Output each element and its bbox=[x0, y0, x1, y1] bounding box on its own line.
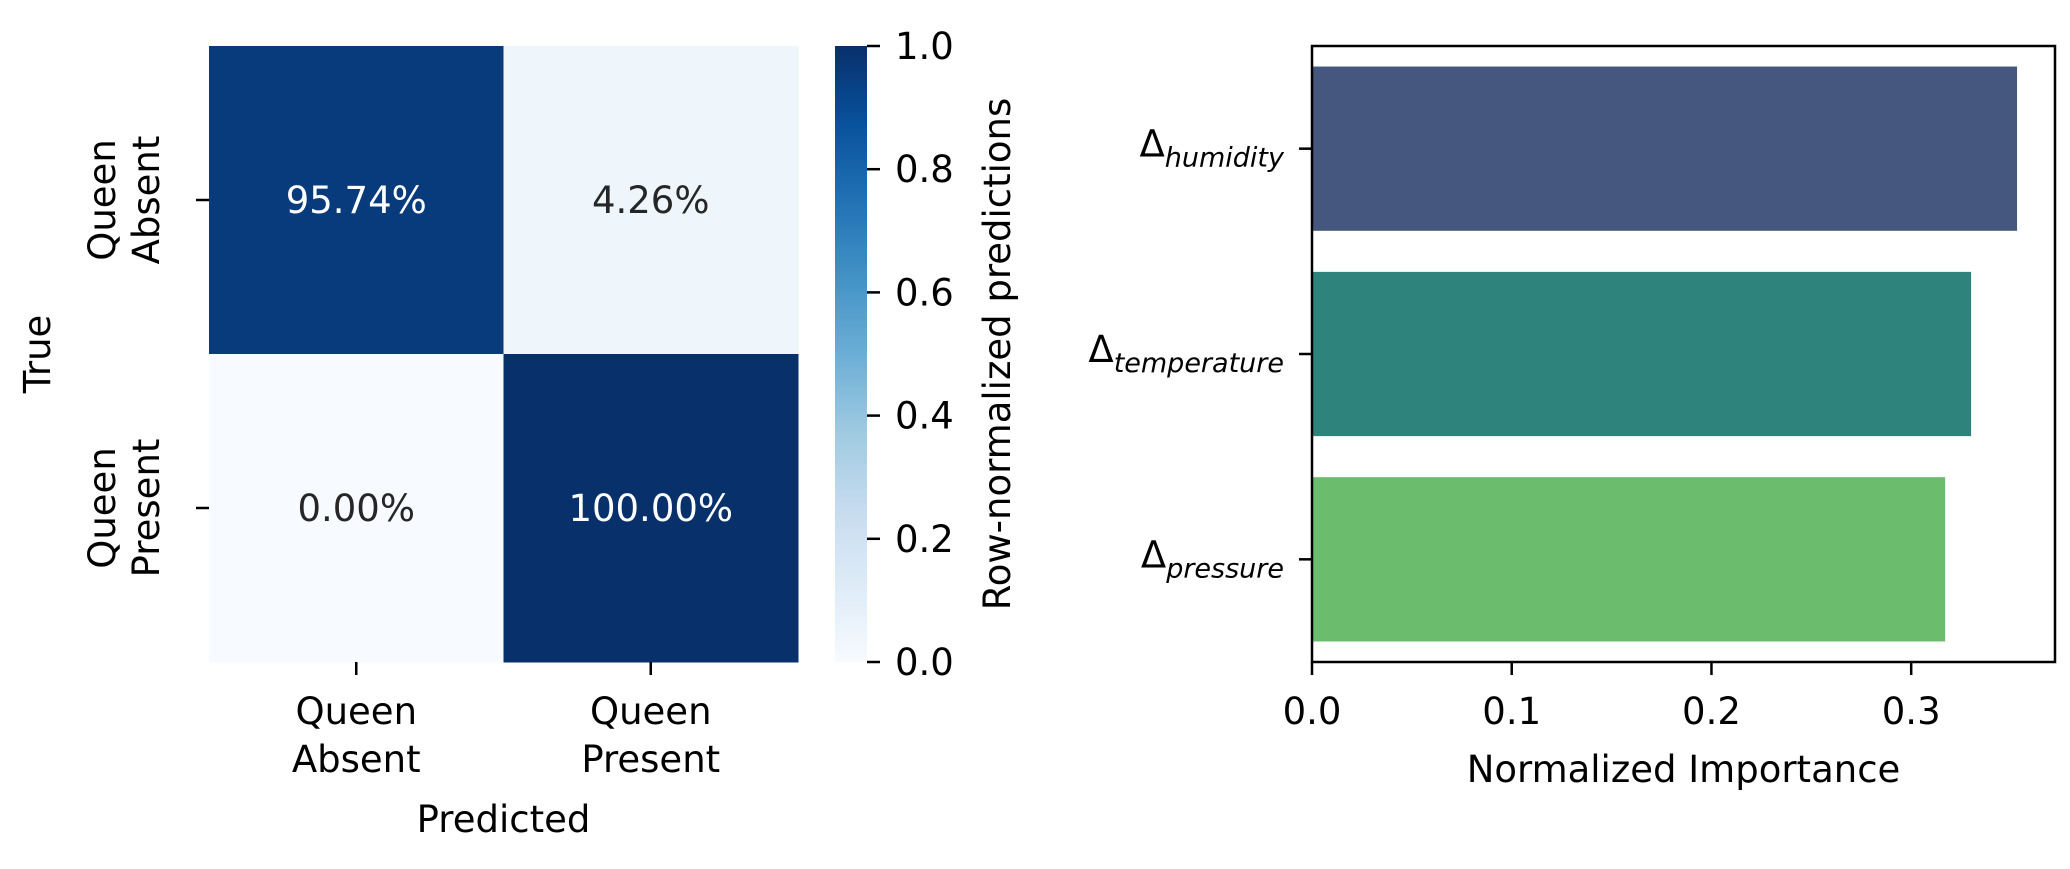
delta-symbol: Δ bbox=[1139, 123, 1164, 166]
x-tick-label: Queen bbox=[295, 690, 417, 733]
x-tick-label: 0.3 bbox=[1882, 690, 1941, 733]
subscript: humidity bbox=[1165, 143, 1285, 174]
colorbar-tick-label: 1.0 bbox=[895, 25, 954, 68]
colorbar-tick-label: 0.8 bbox=[895, 148, 954, 191]
bar bbox=[1312, 271, 1972, 437]
x-axis-label: Normalized Importance bbox=[1467, 748, 1901, 791]
y-tick-label: Queen bbox=[81, 447, 124, 569]
x-tick-label: 0.0 bbox=[1283, 690, 1342, 733]
y-tick-label: Δhumidity bbox=[1139, 123, 1285, 174]
cell-annotation: 95.74% bbox=[286, 179, 427, 222]
bar bbox=[1312, 477, 1946, 642]
x-axis-label: Predicted bbox=[417, 798, 591, 841]
heatmap-cell bbox=[503, 354, 799, 663]
x-tick-label: Queen bbox=[590, 690, 712, 733]
x-tick-label: 0.2 bbox=[1682, 690, 1741, 733]
delta-symbol: Δ bbox=[1141, 533, 1166, 576]
cell-annotation: 4.26% bbox=[592, 179, 710, 222]
colorbar-gradient bbox=[835, 46, 867, 662]
axes-frame bbox=[1310, 44, 2057, 664]
delta-symbol: Δ bbox=[1088, 328, 1113, 371]
cell-annotation: 0.00% bbox=[297, 487, 415, 530]
colorbar-label: Row-normalized predictions bbox=[976, 98, 1019, 611]
y-tick-label: Δpressure bbox=[1141, 533, 1284, 584]
y-axis-label: True bbox=[16, 315, 59, 395]
subscript: temperature bbox=[1114, 348, 1284, 379]
cell-annotation: 100.00% bbox=[568, 487, 733, 530]
bar bbox=[1312, 66, 2018, 231]
colorbar: 0.0 0.2 0.4 0.6 0.8 1.0 Row-normalized predict… bbox=[835, 25, 1019, 684]
y-tick-label: Absent bbox=[125, 136, 168, 265]
heatmap-cell bbox=[209, 354, 504, 663]
y-tick-label: Present bbox=[125, 439, 168, 578]
colorbar-tick-label: 0.0 bbox=[895, 641, 954, 684]
x-tick-label: Present bbox=[581, 738, 720, 781]
colorbar-tick-label: 0.6 bbox=[895, 271, 954, 314]
y-tick-label: Δtemperature bbox=[1088, 328, 1284, 379]
colorbar-tick-label: 0.4 bbox=[895, 395, 954, 438]
y-tick-label: Queen bbox=[81, 139, 124, 261]
colorbar-tick-label: 0.2 bbox=[895, 518, 954, 561]
heatmap-cell bbox=[503, 46, 799, 355]
heatmap-cell bbox=[209, 46, 504, 355]
subscript: pressure bbox=[1165, 553, 1284, 584]
x-tick-label: 0.1 bbox=[1482, 690, 1541, 733]
x-tick-label: Absent bbox=[292, 738, 421, 781]
